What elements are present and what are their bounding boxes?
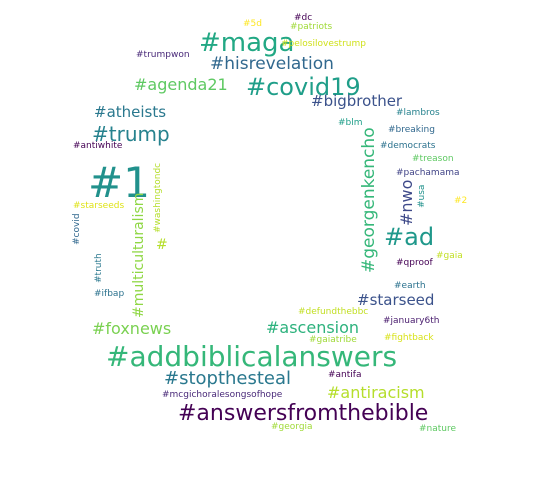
word-trump: #trump <box>92 122 170 146</box>
word-antifa: #antifa <box>328 370 362 380</box>
word-hisrevelation: #hisrevelation <box>210 54 334 74</box>
word-ad: #ad <box>384 223 435 251</box>
word-pelosilovestrump: #pelosilovestrump <box>281 39 366 49</box>
word-democrats: #democrats <box>380 141 436 151</box>
word-gaiatribe: #gaiatribe <box>309 335 357 345</box>
word-covid19: #covid19 <box>246 73 361 101</box>
word-lambros: #lambros <box>396 108 440 118</box>
word-2: #2 <box>454 196 468 206</box>
word-stopthesteal: #stopthesteal <box>164 368 292 389</box>
word-mcgichoralesongsofhope: #mcgichoralesongsofhope <box>162 390 283 400</box>
word-ifbap: #ifbap <box>94 289 125 299</box>
word-nature: #nature <box>419 424 457 434</box>
word-georgenkencho: #georgenkencho <box>359 127 379 273</box>
word-foxnews: #foxnews <box>92 319 172 338</box>
word-georgia: #georgia <box>271 422 313 432</box>
word-treason: #treason <box>412 154 454 164</box>
word-gaia: #gaia <box>436 251 463 261</box>
word-addbiblicalanswers: #addbiblicalanswers <box>106 340 398 373</box>
word-agenda21: #agenda21 <box>134 75 228 94</box>
word-truth: #truth <box>94 253 104 283</box>
word-covid: #covid <box>72 213 82 245</box>
word-1: #1 <box>88 158 150 207</box>
word-answersfromthebible: #answersfromthebible <box>178 401 429 426</box>
word-fightback: #fightback <box>384 333 434 343</box>
word-earth: #earth <box>394 281 426 291</box>
word-antiracism: #antiracism <box>327 383 425 402</box>
word-january6th: #january6th <box>383 316 440 326</box>
word-defundthebbc: #defundthebbc <box>298 307 369 317</box>
word-breaking: #breaking <box>388 125 435 135</box>
word-washingtondc: #washingtondc <box>153 162 163 233</box>
word-hash: # <box>156 237 168 253</box>
word-multiculturalism: #multiculturalism <box>131 192 147 318</box>
word-usa: #usa <box>417 184 427 208</box>
word-pachamama: #pachamama <box>396 168 460 178</box>
word-maga: #maga <box>199 28 295 58</box>
word-antiwhite: #antiwhite <box>73 141 123 151</box>
word-patriots: #patriots <box>290 22 333 32</box>
word-starseed: #starseed <box>357 291 435 309</box>
word-nwo: #nwo <box>397 179 416 226</box>
word-bigbrother: #bigbrother <box>311 92 403 110</box>
word-ascension: #ascension <box>266 318 360 337</box>
word-dc: #dc <box>294 13 313 23</box>
word-starseeds: #starseeds <box>73 201 125 211</box>
word-atheists: #atheists <box>94 103 167 121</box>
word-qproof: #qproof <box>396 258 433 268</box>
word-trumpwon: #trumpwon <box>136 50 190 60</box>
word-5d: #5d <box>243 19 262 29</box>
word-blm: #blm <box>338 118 363 128</box>
